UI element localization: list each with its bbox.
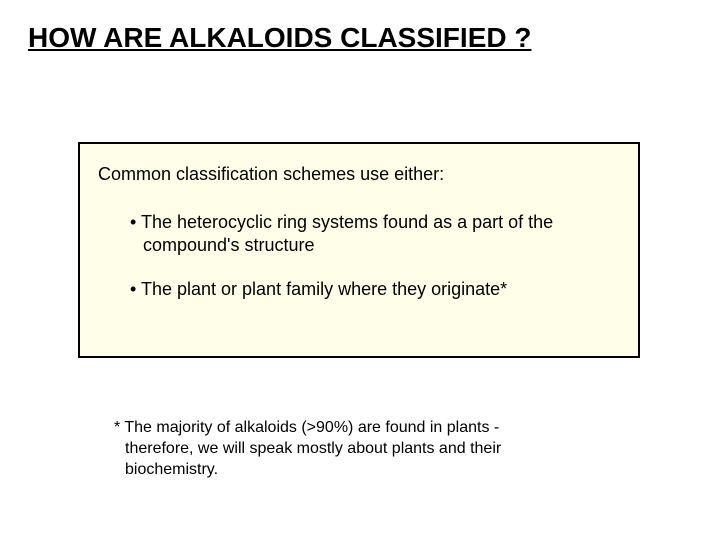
footnote-line: biochemistry.	[114, 460, 634, 481]
bullet-item: • The plant or plant family where they o…	[130, 278, 620, 301]
slide-title: HOW ARE ALKALOIDS CLASSIFIED ?	[28, 22, 531, 54]
footnote: * The majority of alkaloids (>90%) are f…	[114, 418, 634, 480]
footnote-line: * The majority of alkaloids (>90%) are f…	[114, 418, 634, 439]
bullet-item: • The heterocyclic ring systems found as…	[130, 211, 620, 256]
content-box: Common classification schemes use either…	[78, 142, 640, 358]
footnote-line: therefore, we will speak mostly about pl…	[114, 439, 634, 460]
intro-text: Common classification schemes use either…	[98, 164, 620, 185]
